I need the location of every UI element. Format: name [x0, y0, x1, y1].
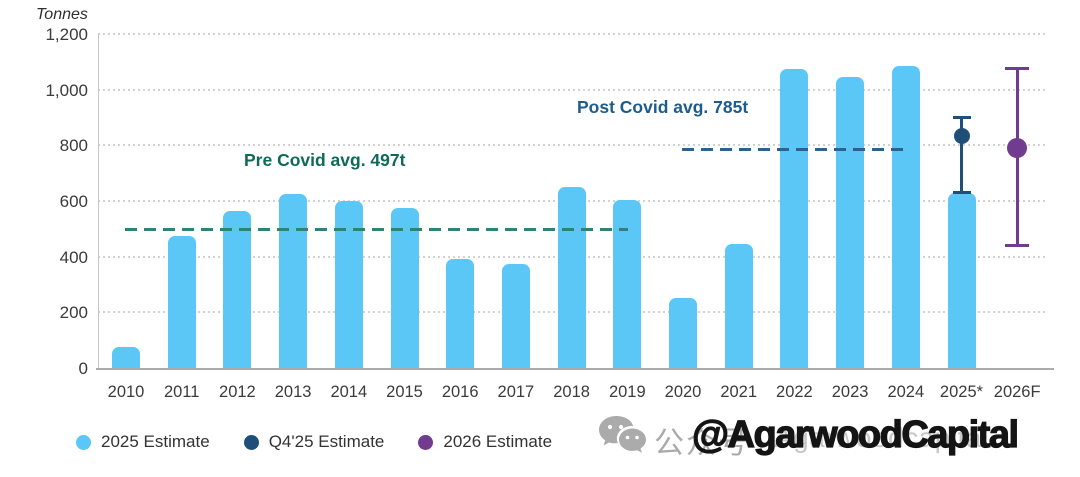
legend-item: Q4'25 Estimate: [243, 432, 385, 452]
watermark-wechat-label: 公众号: [654, 427, 750, 460]
error-bar-cap-bottom-2025*: [952, 191, 971, 195]
y-tick-label: 400: [59, 247, 88, 267]
y-tick-label: 1,000: [45, 80, 88, 100]
x-tick-label: 2017: [497, 383, 535, 401]
bar-2010: [112, 347, 140, 368]
x-tick-label: 2022: [776, 383, 813, 401]
legend-dot-icon: [243, 434, 259, 450]
y-tick-label: 200: [59, 303, 88, 323]
x-tick-label: 2010: [107, 383, 145, 401]
bar-2023: [836, 77, 865, 368]
y-tick-label: 0: [78, 359, 88, 378]
gridline-1000: [98, 88, 1048, 91]
bar-2014: [334, 201, 363, 368]
y-tick-label: 1,200: [45, 25, 88, 44]
x-tick-label: 2026F: [993, 383, 1041, 401]
watermark-ghost-text: Agarwoodcapital: [774, 422, 989, 453]
x-tick-label: 2015: [386, 383, 423, 401]
avg-annotation-0: Pre Covid avg. 497t: [244, 150, 406, 170]
x-tick-label: 2024: [887, 383, 925, 401]
bar-2019: [613, 199, 642, 368]
wechat-icon: [599, 416, 646, 453]
bar-2020: [669, 298, 697, 368]
avg-line-1: [682, 148, 907, 151]
y-axis-line: [98, 34, 99, 368]
legend-label: 2025 Estimate: [101, 432, 210, 451]
bar-2022: [780, 68, 809, 368]
x-tick-label: 2023: [831, 383, 869, 401]
error-bar-cap-bottom-2026F: [1005, 244, 1030, 248]
x-tick-label: 2020: [664, 383, 702, 401]
legend-item: 2025 Estimate: [76, 432, 210, 452]
bar-2011: [167, 235, 196, 368]
x-tick-label: 2014: [330, 383, 368, 401]
legend-dot-icon: [76, 434, 91, 450]
bar-2025*: [947, 192, 976, 368]
legend-label: 2026 Estimate: [443, 432, 553, 451]
bar-2018: [557, 187, 586, 368]
legend: 2025 Estimate Q4'25 Estimate 2026 Estimate: [76, 432, 552, 452]
watermark-handle: @AgarwoodCapital: [691, 413, 1019, 456]
x-tick-label: 2011: [163, 383, 200, 401]
x-tick-label: 2021: [720, 383, 758, 401]
bar-2017: [501, 263, 530, 368]
bar-2015: [390, 207, 419, 368]
bar-2024: [891, 66, 920, 368]
x-tick-label: 2018: [553, 383, 590, 401]
x-tick-label: 2019: [608, 383, 646, 401]
x-axis-line: [96, 368, 1054, 370]
legend-item: 2026 Estimate: [418, 432, 552, 452]
y-axis-title: Tonnes: [36, 6, 88, 23]
bar-2013: [279, 194, 308, 368]
x-tick-label: 2012: [219, 383, 256, 401]
estimate-dot-2025*: [953, 127, 970, 144]
error-bar-line-2025*: [960, 117, 963, 193]
y-tick-label: 600: [59, 192, 88, 211]
bar-2021: [724, 244, 753, 368]
bar-2012: [223, 210, 252, 368]
legend-label: Q4'25 Estimate: [268, 432, 385, 451]
bar-2016: [446, 259, 475, 368]
estimate-dot-2026F: [1007, 138, 1028, 159]
error-bar-cap-top-2025*: [952, 116, 971, 119]
x-tick-label: 2013: [274, 383, 312, 401]
y-tick-label: 800: [59, 136, 88, 156]
x-tick-label: 2016: [441, 383, 479, 401]
x-tick-label: 2025*: [939, 383, 984, 401]
avg-annotation-1: Post Covid avg. 785t: [577, 97, 749, 117]
legend-dot-icon: [418, 434, 434, 450]
watermark: 公众号 Agarwoodcapital @AgarwoodCapital: [596, 408, 1076, 472]
gridline-1200: [98, 33, 1048, 35]
avg-line-0: [125, 228, 629, 232]
gridline-800: [98, 144, 1048, 147]
error-bar-cap-top-2026F: [1005, 67, 1030, 71]
